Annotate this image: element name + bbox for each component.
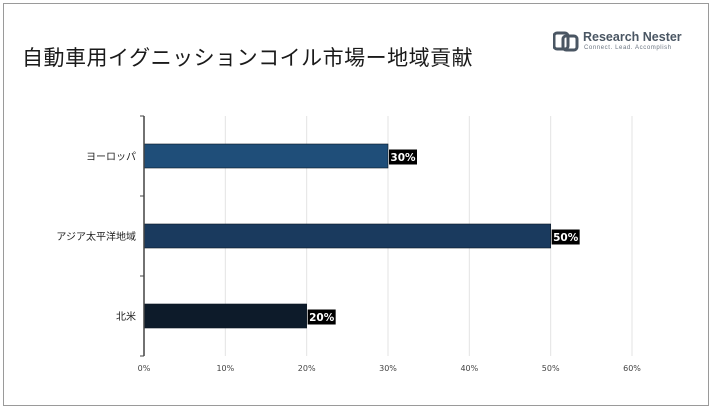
data-label-box xyxy=(551,229,580,245)
chart-frame xyxy=(3,3,709,406)
x-tick-label: 0% xyxy=(138,364,151,373)
data-labels: 30% 50% 20% xyxy=(307,149,580,325)
logo-name: Research Nester xyxy=(583,30,682,44)
x-tick-label: 60% xyxy=(623,364,641,373)
x-tick-label: 40% xyxy=(460,364,478,373)
bar xyxy=(143,223,551,249)
x-tick-label: 30% xyxy=(379,364,397,373)
data-label: 30% xyxy=(390,152,416,164)
data-label-box xyxy=(307,309,336,325)
data-label: 20% xyxy=(309,312,335,324)
logo-tagline: Connect. Lead. Accomplish xyxy=(584,45,672,51)
category-label: ヨーロッパ xyxy=(86,151,136,163)
chart-title: 自動車用イグニッションコイル市場ー地域貢献 xyxy=(22,46,474,70)
x-tick-label: 10% xyxy=(216,364,234,373)
axis xyxy=(140,115,145,357)
bars xyxy=(143,143,551,329)
category-label: 北米 xyxy=(116,310,136,323)
x-tick-label: 20% xyxy=(298,364,316,373)
tick-labels: 0% 10% 20% 30% 40% 50% 60% xyxy=(138,364,642,373)
logo-mark-icon xyxy=(553,31,579,52)
data-label: 50% xyxy=(553,232,579,244)
research-nester-logo: Research Nester Connect. Lead. Accomplis… xyxy=(553,30,693,56)
bar xyxy=(143,143,389,169)
data-label-box xyxy=(389,149,417,165)
x-tick-label: 50% xyxy=(542,364,560,373)
category-label: アジア太平洋地域 xyxy=(56,230,136,243)
bar xyxy=(143,303,307,329)
